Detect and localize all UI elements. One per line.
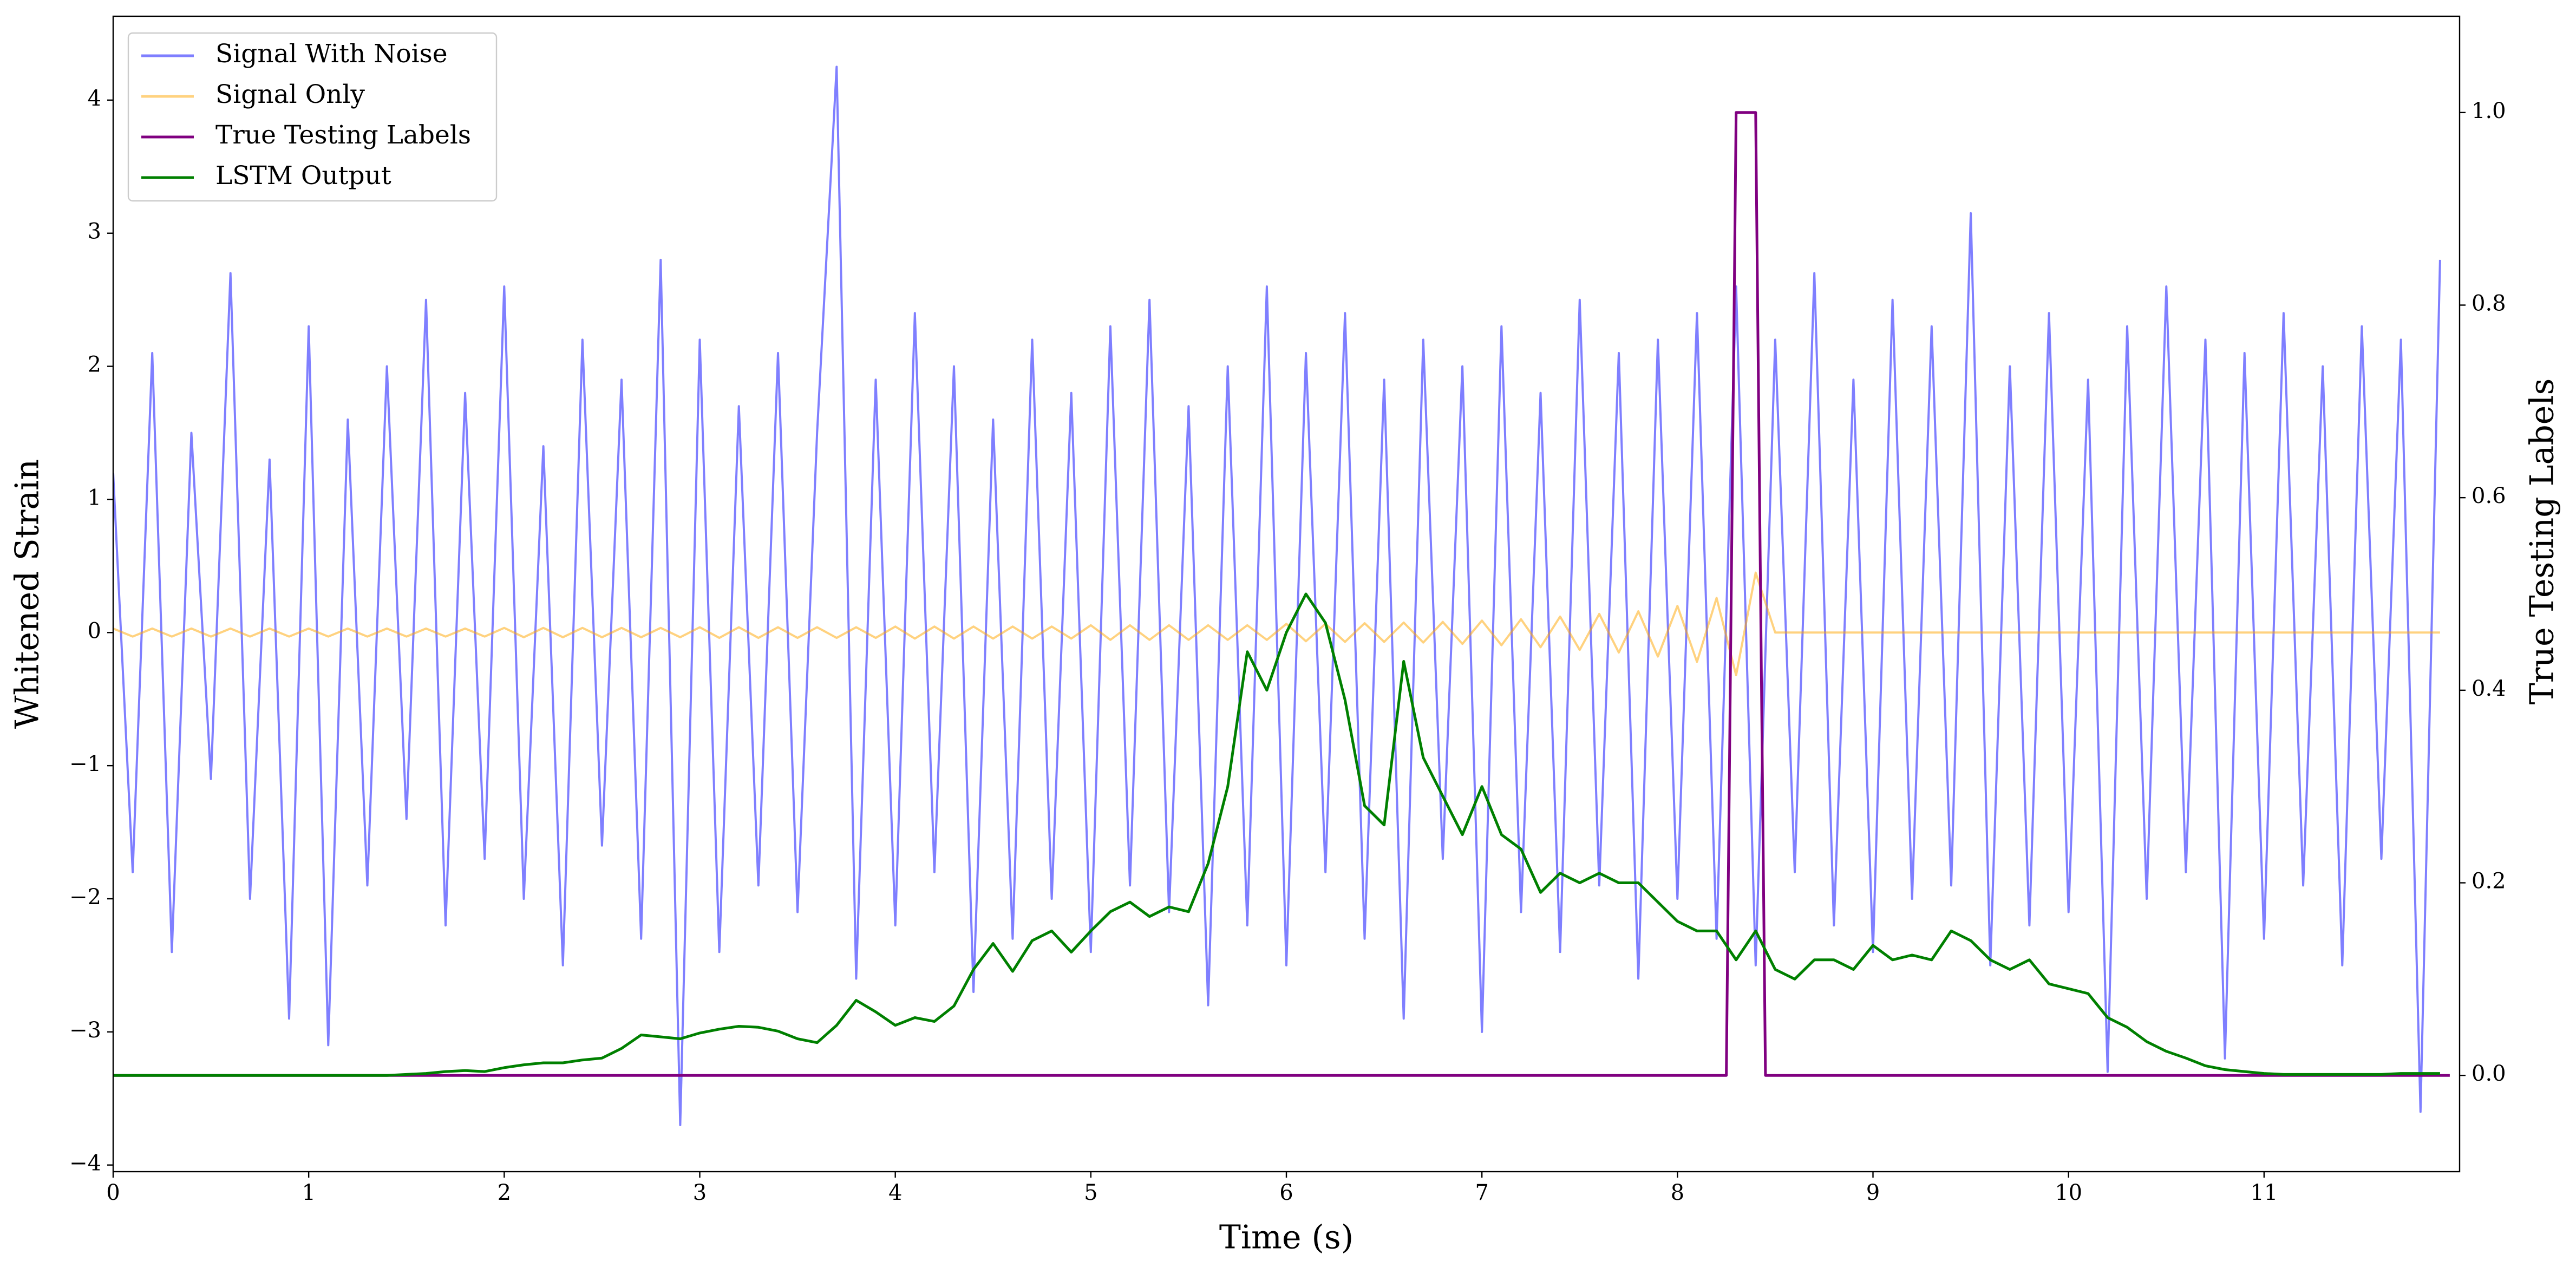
data-line xyxy=(113,66,2441,1126)
data-line xyxy=(113,592,2440,1077)
x-tick-label: 6 xyxy=(1279,1180,1293,1205)
x-tick-label: 2 xyxy=(498,1180,511,1205)
y-tick-label: 4 xyxy=(88,86,101,111)
data-line xyxy=(113,111,2450,1077)
x-tick-label: 3 xyxy=(693,1180,707,1205)
x-tick-label: 5 xyxy=(1084,1180,1097,1205)
plot-frame xyxy=(112,15,2461,1173)
y2-tick-label: 0.6 xyxy=(2472,484,2506,508)
y2-tick-label: 0.4 xyxy=(2472,676,2506,701)
x-axis-label: Time (s) xyxy=(1219,1219,1354,1257)
legend-label: True Testing Labels xyxy=(215,120,471,150)
x-tick-label: 0 xyxy=(106,1180,120,1205)
y2-tick-label: 0.8 xyxy=(2472,291,2506,316)
legend-label: LSTM Output xyxy=(215,161,391,191)
x-tick-label: 7 xyxy=(1475,1180,1488,1205)
data-line xyxy=(113,571,2440,676)
y-tick-label: −2 xyxy=(69,885,101,910)
x-tick-label: 10 xyxy=(2055,1180,2082,1205)
y-tick-label: −3 xyxy=(69,1018,101,1043)
legend-box xyxy=(127,32,498,202)
y2-axis-label: True Testing Labels xyxy=(2523,378,2561,705)
y2-tick-label: 1.0 xyxy=(2472,99,2506,123)
y-axis-label: Whitened Strain xyxy=(9,459,47,729)
y2-tick-label: 0.2 xyxy=(2472,869,2506,894)
x-tick-label: 11 xyxy=(2250,1180,2278,1205)
y-tick-label: 1 xyxy=(88,485,101,510)
legend-label: Signal With Noise xyxy=(215,39,448,69)
x-tick-label: 9 xyxy=(1866,1180,1880,1205)
y-tick-label: 3 xyxy=(88,219,101,244)
y-tick-label: 0 xyxy=(88,618,101,643)
x-tick-label: 8 xyxy=(1671,1180,1684,1205)
legend-label: Signal Only xyxy=(215,80,365,109)
x-tick-label: 4 xyxy=(888,1180,902,1205)
y-tick-label: −4 xyxy=(69,1151,101,1176)
y-tick-label: −1 xyxy=(69,752,101,776)
y-tick-label: 2 xyxy=(88,352,101,377)
x-tick-label: 1 xyxy=(302,1180,315,1205)
y2-tick-label: 0.0 xyxy=(2472,1061,2506,1086)
